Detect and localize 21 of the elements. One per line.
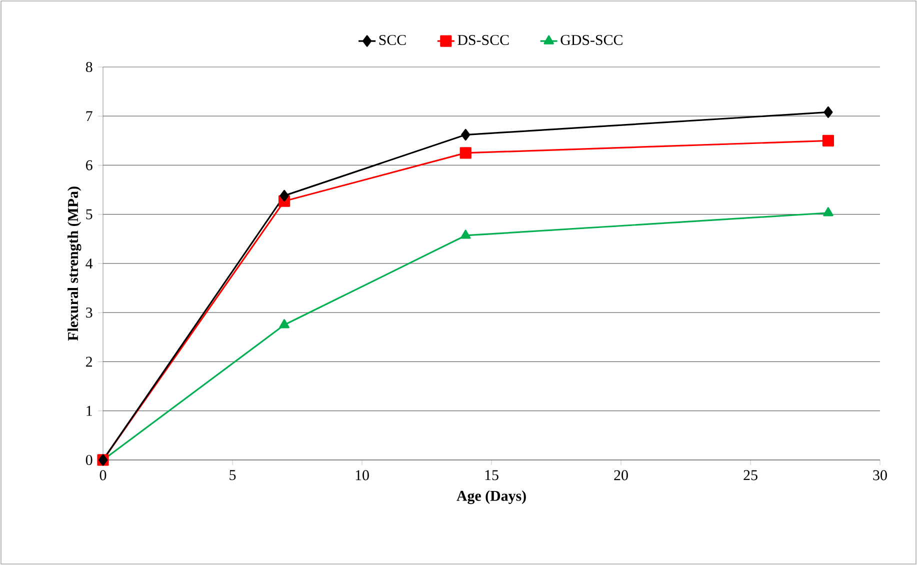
y-tick-label: 3	[86, 308, 92, 318]
legend-label: SCC	[379, 34, 406, 45]
x-tick-label: 10	[356, 470, 369, 480]
x-tick-label: 30	[873, 470, 887, 480]
x-axis-title: Age (Days)	[456, 490, 526, 504]
x-tick-label: 20	[614, 470, 628, 480]
x-tick-label: 15	[485, 470, 498, 480]
y-tick-label: 8	[86, 62, 92, 72]
legend-label: DS-SCC	[458, 34, 509, 45]
y-tick-label: 6	[86, 160, 92, 170]
y-tick-label: 5	[86, 209, 92, 220]
x-tick-label: 25	[744, 470, 758, 480]
y-tick-label: 2	[86, 356, 92, 367]
y-tick-label: 7	[86, 111, 92, 122]
x-tick-label: 5	[230, 470, 236, 480]
y-tick-label: 4	[86, 258, 93, 268]
y-tick-label: 1	[86, 406, 92, 416]
y-axis-title: Flexural strength (MPa)	[68, 186, 82, 341]
legend-label: GDS-SCC	[560, 34, 622, 45]
x-tick-label: 0	[100, 470, 106, 480]
y-tick-label: 0	[86, 454, 92, 466]
